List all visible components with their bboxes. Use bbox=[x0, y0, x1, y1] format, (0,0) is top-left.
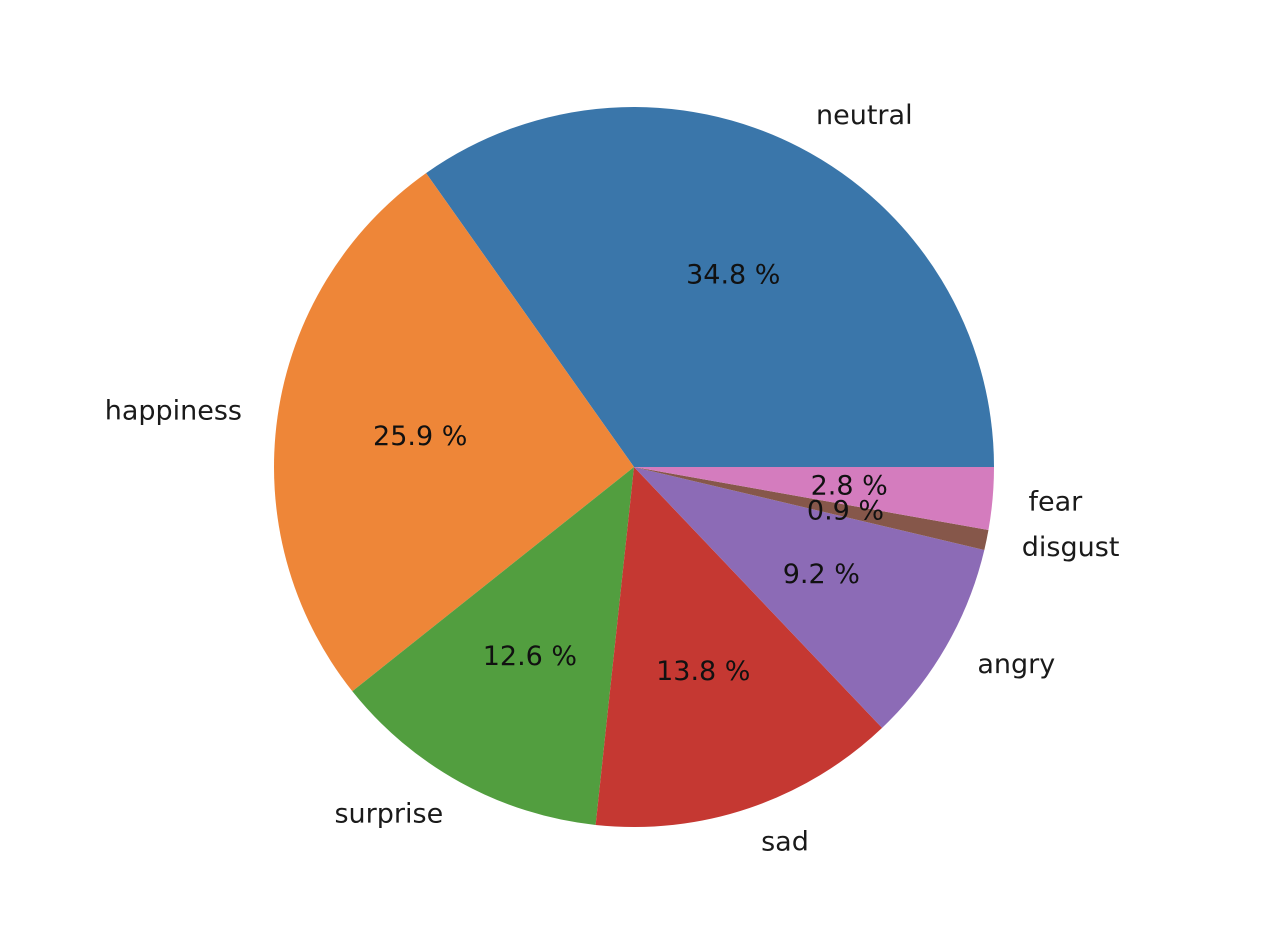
category-label-neutral: neutral bbox=[816, 100, 913, 131]
category-labels-group: neutral happiness surprise sad angry disgust f… bbox=[105, 100, 1120, 858]
percent-label-neutral: 34.8 % bbox=[686, 260, 780, 291]
slice-neutral bbox=[426, 106, 994, 467]
category-label-surprise: surprise bbox=[334, 799, 443, 830]
slice-disgust bbox=[634, 467, 989, 550]
slice-sad bbox=[595, 467, 883, 828]
category-label-happiness: happiness bbox=[105, 396, 242, 427]
slice-angry bbox=[634, 467, 985, 728]
percent-label-fear: 2.8 % bbox=[811, 471, 888, 502]
percent-label-surprise: 12.6 % bbox=[483, 641, 577, 672]
slice-happiness bbox=[274, 173, 634, 692]
category-label-disgust: disgust bbox=[1022, 532, 1120, 563]
category-label-fear: fear bbox=[1029, 486, 1084, 517]
percent-labels-group: 34.8 % 25.9 % 12.6 % 13.8 % 9.2 % 0.9 %2.8 % bbox=[373, 260, 888, 687]
slice-surprise bbox=[352, 467, 634, 825]
slices-group bbox=[274, 106, 994, 828]
percent-label-sad: 13.8 % bbox=[656, 656, 750, 687]
percent-label-happiness: 25.9 % bbox=[373, 421, 467, 452]
percent-label-disgust: 0.9 % bbox=[807, 495, 884, 526]
slice-fear bbox=[634, 467, 994, 531]
percent-label-angry: 9.2 % bbox=[783, 559, 860, 590]
category-label-sad: sad bbox=[761, 827, 809, 858]
category-label-angry: angry bbox=[977, 649, 1055, 680]
